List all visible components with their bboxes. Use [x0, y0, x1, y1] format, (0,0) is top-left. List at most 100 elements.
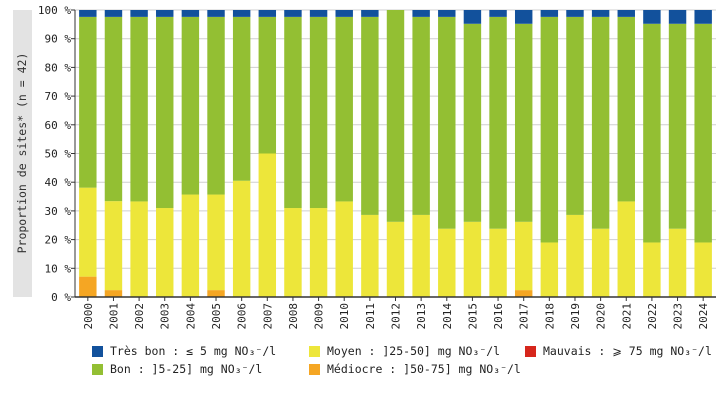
bar-segment: [694, 10, 712, 24]
bar-segment: [438, 16, 456, 229]
x-tick-label: 2000: [82, 303, 95, 330]
bar-segment: [258, 10, 277, 17]
bar-segment: [130, 16, 148, 202]
bar-segment: [130, 10, 148, 17]
bar-segment: [566, 10, 584, 17]
x-tick-label: 2010: [338, 303, 351, 330]
x-tick-label: 2024: [697, 303, 710, 330]
bar-segment: [694, 242, 712, 297]
x-tick-label: 2006: [236, 303, 249, 330]
legend-item-mauvais: Mauvais : ⩾ 75 mg NO₃⁻/l: [525, 344, 712, 358]
bar-segment: [335, 16, 353, 202]
bar-segment: [361, 16, 379, 215]
x-tick-label: 2018: [543, 303, 556, 330]
y-tick-label: 50 %: [45, 148, 72, 161]
x-tick-label: 2002: [133, 303, 146, 330]
y-tick-label: 40 %: [45, 176, 72, 189]
y-tick-label: 90 %: [45, 33, 72, 46]
bar-segment: [514, 290, 533, 297]
bar-segment: [591, 10, 610, 17]
bar-segment: [104, 290, 123, 297]
bar-segment: [668, 10, 687, 24]
x-tick-label: 2007: [261, 303, 274, 330]
bar-segment: [489, 228, 507, 297]
bar-segment: [617, 201, 635, 297]
legend-label: Bon : ]5-25] mg NO₃⁻/l: [110, 362, 263, 376]
x-tick-label: 2012: [390, 303, 403, 330]
legend-label: Très bon : ≤ 5 mg NO₃⁻/l: [110, 344, 277, 358]
bar-segment: [463, 10, 482, 24]
bar-segment: [181, 194, 200, 297]
bar-segment: [181, 16, 200, 195]
x-tick-label: 2005: [210, 303, 223, 330]
bar-segment: [232, 180, 251, 297]
bar-segment: [617, 10, 635, 17]
y-tick-label: 30 %: [45, 205, 72, 218]
bar-segment: [591, 16, 610, 229]
bar-segment: [412, 214, 430, 297]
x-tick-label: 2019: [569, 303, 582, 330]
bar-segment: [591, 228, 610, 297]
bar-segment: [668, 23, 687, 229]
bar-segment: [79, 16, 97, 188]
bar-segment: [361, 10, 379, 17]
x-tick-label: 2001: [107, 303, 120, 330]
bar-segment: [181, 10, 200, 17]
x-tick-label: 2021: [620, 303, 633, 330]
y-tick-label: 20 %: [45, 234, 72, 247]
bar-segment: [489, 16, 507, 229]
bar-segment: [617, 16, 635, 202]
y-tick-label: 100 %: [38, 4, 71, 17]
bar-segment: [514, 10, 533, 24]
bar-segment: [412, 10, 430, 17]
legend-swatch-icon: [309, 345, 320, 357]
legend-item-bon: Bon : ]5-25] mg NO₃⁻/l: [92, 362, 262, 376]
bar-segment: [643, 10, 661, 24]
x-tick-label: 2011: [364, 303, 377, 330]
bar-segment: [79, 187, 97, 277]
bar-segment: [514, 23, 533, 222]
bar-segment: [258, 153, 277, 297]
axes: 0 % 10 % 20 % 30 % 40 % 50 % 60 % 70 % 80 % 90 % 1…: [38, 4, 716, 330]
bar-segment: [438, 10, 456, 17]
x-tick-label: 2008: [287, 303, 300, 330]
bar-segment: [566, 16, 584, 215]
legend-item-tres-bon: Très bon : ≤ 5 mg NO₃⁻/l: [92, 344, 276, 358]
x-tick-label: 2017: [518, 303, 531, 330]
bar-segment: [156, 208, 174, 297]
legend-label: Mauvais : ⩾ 75 mg NO₃⁻/l: [543, 344, 712, 358]
bar-segment: [79, 276, 97, 297]
bar-segment: [104, 16, 123, 202]
legend-swatch-icon: [309, 363, 320, 375]
bar-segment: [258, 16, 277, 154]
legend-swatch-icon: [92, 345, 103, 357]
bar-segment: [207, 10, 225, 17]
bar-segment: [309, 10, 328, 17]
bar-segment: [156, 16, 174, 209]
legend-label: Médiocre : ]50-75] mg NO₃⁻/l: [327, 362, 521, 376]
bar-segment: [156, 10, 174, 17]
legend-swatch-icon: [525, 345, 536, 357]
bar-segment: [207, 290, 225, 297]
y-tick-label: 60 %: [45, 119, 72, 132]
legend-swatch-icon: [92, 363, 103, 375]
bar-segment: [104, 10, 123, 17]
bar-segment: [309, 208, 328, 297]
bar-segment: [104, 201, 123, 291]
bar-segment: [335, 10, 353, 17]
bar-segment: [309, 16, 328, 209]
bar-segment: [412, 16, 430, 215]
bar-segment: [386, 221, 405, 297]
y-axis-title-background: [13, 10, 32, 297]
x-tick-label: 2014: [441, 303, 454, 330]
bar-segment: [207, 194, 225, 291]
x-tick-label: 2015: [466, 303, 479, 330]
bar-segment: [489, 10, 507, 17]
bar-segment: [566, 214, 584, 297]
x-tick-label: 2016: [492, 303, 505, 330]
bar-segment: [438, 228, 456, 297]
x-tick-label: 2020: [595, 303, 608, 330]
bar-segment: [207, 16, 225, 195]
bar-segment: [335, 201, 353, 297]
